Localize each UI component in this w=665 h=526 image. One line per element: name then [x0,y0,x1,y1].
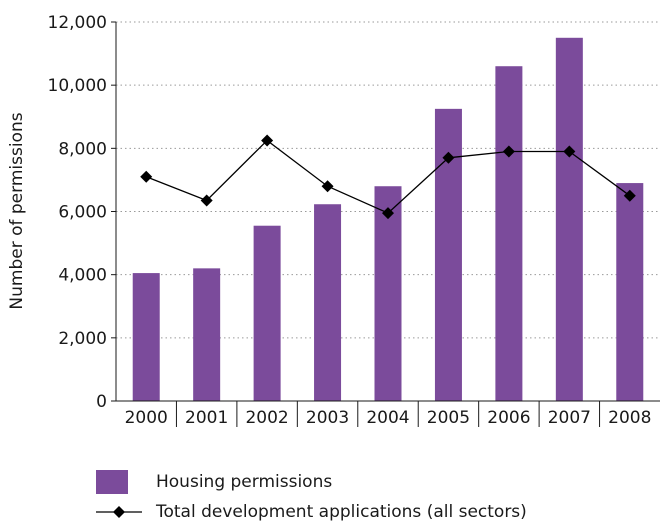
legend-label-line: Total development applications (all sect… [156,502,527,522]
line-point-marker [140,170,153,183]
line-series [140,134,636,220]
x-tick-label: 2006 [487,408,530,428]
bar [555,37,583,402]
y-tick-label: 2,000 [58,329,107,349]
line-point-marker [200,194,213,207]
x-tick-label: 2007 [548,408,591,428]
y-tick-label: 12,000 [48,13,107,33]
y-tick-label: 4,000 [58,266,107,286]
y-tick-label: 0 [96,392,107,412]
y-tick-label: 8,000 [58,139,107,159]
legend-label-bars: Housing permissions [156,472,333,492]
x-tick-label: 2004 [366,408,409,428]
y-tick-label: 6,000 [58,203,107,223]
y-tick-label: 10,000 [48,76,107,96]
bar [132,273,160,401]
line-point-marker [442,151,455,164]
x-tick-label: 2000 [125,408,168,428]
bar-series [132,37,644,402]
bar [253,225,281,401]
bar [495,66,523,401]
y-axis-title: Number of permissions [7,112,27,309]
bar [314,204,342,401]
bar [616,183,644,401]
x-tick-label: 2005 [427,408,470,428]
line-point-marker [382,207,394,220]
tick-labels: 0 2,000 4,000 6,000 8,000 10,000 12,000 2000 200… [48,13,652,428]
line-point-marker [321,180,334,193]
line-point-marker [623,189,636,202]
x-tick-label: 2002 [245,408,288,428]
bar [193,268,221,401]
legend: Housing permissions Total development ap… [96,468,527,526]
line-point-marker [261,134,274,147]
line-point-marker [502,145,515,158]
bar [374,186,402,401]
x-tick-label: 2008 [608,408,651,428]
x-tick-label: 2003 [306,408,349,428]
x-tick-label: 2001 [185,408,228,428]
legend-swatch-bar [96,470,128,494]
legend-item-line: Total development applications (all sect… [96,498,527,526]
legend-item-bars: Housing permissions [96,468,527,496]
line-point-marker [563,145,576,158]
legend-line-marker-icon [96,506,142,518]
